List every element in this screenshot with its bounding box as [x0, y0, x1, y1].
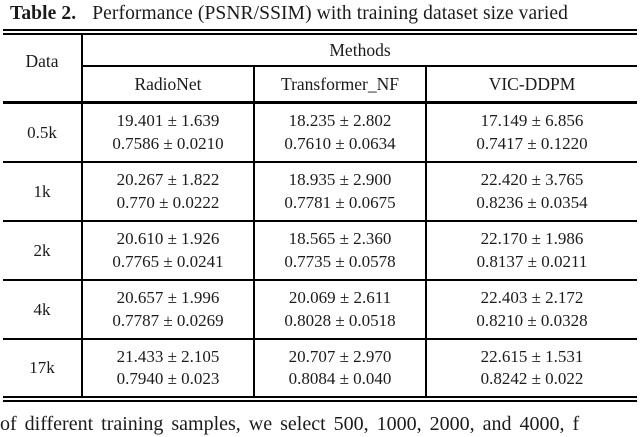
ssim-value: 0.7781 ± 0.0675	[284, 192, 396, 212]
row-label: 0.5k	[27, 122, 57, 142]
table-caption-number: Table 2.	[10, 3, 77, 24]
table-row-1k: 1k 20.267 ± 1.822 0.770 ± 0.0222 18.935 …	[3, 163, 637, 222]
cell-vic-ddpm: 22.403 ± 2.172 0.8210 ± 0.0328	[425, 281, 637, 338]
psnr-value: 18.935 ± 2.900	[288, 170, 392, 189]
ssim-value: 0.8242 ± 0.022	[480, 369, 584, 388]
psnr-value: 21.433 ± 2.105	[116, 346, 220, 366]
header-body-rule	[3, 101, 637, 104]
psnr-value: 20.610 ± 1.926	[116, 229, 220, 248]
cell-vic-ddpm: 17.149 ± 6.856 0.7417 ± 0.1220	[425, 104, 637, 161]
psnr-value: 22.615 ± 1.531	[480, 346, 584, 366]
ssim-value: 0.8028 ± 0.0518	[284, 310, 396, 330]
cell-vic-ddpm: 22.615 ± 1.531 0.8242 ± 0.022	[425, 340, 637, 396]
column-header-transformer-nf: Transformer_NF	[253, 67, 425, 101]
cell-radionet: 20.610 ± 1.926 0.7765 ± 0.0241	[81, 222, 253, 279]
psnr-value: 20.069 ± 2.611	[288, 288, 392, 307]
table-row-0.5k: 0.5k 19.401 ± 1.639 0.7586 ± 0.0210 18.2…	[3, 104, 637, 163]
psnr-value: 18.565 ± 2.360	[288, 229, 392, 248]
cell-transformer-nf: 18.235 ± 2.802 0.7610 ± 0.0634	[253, 104, 425, 161]
table-header: Data Methods RadioNet Transformer_NF VIC…	[3, 35, 637, 101]
table-row-17k: 17k 21.433 ± 2.105 0.7940 ± 0.023 20.707…	[3, 340, 637, 396]
methods-header-group: Methods RadioNet Transformer_NF VIC-DDPM	[81, 35, 637, 101]
ssim-value: 0.7610 ± 0.0634	[284, 133, 396, 153]
row-label: 1k	[33, 181, 51, 201]
table-caption: Table 2. Performance (PSNR/SSIM) with tra…	[10, 3, 638, 25]
cell-radionet: 21.433 ± 2.105 0.7940 ± 0.023	[81, 340, 253, 396]
results-table: Data Methods RadioNet Transformer_NF VIC…	[3, 29, 637, 402]
cell-transformer-nf: 20.707 ± 2.970 0.8084 ± 0.040	[253, 340, 425, 396]
row-label: 2k	[33, 240, 51, 260]
column-header-methods: Methods	[83, 35, 637, 67]
column-header-data: Data	[25, 50, 59, 71]
psnr-value: 22.403 ± 2.172	[480, 288, 584, 307]
psnr-value: 20.707 ± 2.970	[288, 346, 392, 366]
psnr-value: 18.235 ± 2.802	[288, 111, 392, 130]
table-top-rule	[3, 29, 637, 35]
psnr-value: 22.170 ± 1.986	[480, 229, 584, 248]
column-header-vic-ddpm: VIC-DDPM	[425, 67, 637, 101]
ssim-value: 0.8137 ± 0.0211	[476, 251, 588, 271]
cell-radionet: 20.267 ± 1.822 0.770 ± 0.0222	[81, 163, 253, 220]
table-row-2k: 2k 20.610 ± 1.926 0.7765 ± 0.0241 18.565…	[3, 222, 637, 281]
psnr-value: 22.420 ± 3.765	[480, 170, 584, 189]
ssim-value: 0.7586 ± 0.0210	[112, 133, 224, 153]
ssim-value: 0.8084 ± 0.040	[288, 369, 392, 388]
ssim-value: 0.8236 ± 0.0354	[476, 192, 588, 212]
row-label: 4k	[33, 299, 51, 319]
cell-transformer-nf: 18.565 ± 2.360 0.7735 ± 0.0578	[253, 222, 425, 279]
cell-vic-ddpm: 22.170 ± 1.986 0.8137 ± 0.0211	[425, 222, 637, 279]
psnr-value: 19.401 ± 1.639	[116, 111, 220, 130]
cell-transformer-nf: 20.069 ± 2.611 0.8028 ± 0.0518	[253, 281, 425, 338]
ssim-value: 0.7765 ± 0.0241	[112, 251, 224, 271]
cell-radionet: 20.657 ± 1.996 0.7787 ± 0.0269	[81, 281, 253, 338]
psnr-value: 20.657 ± 1.996	[116, 288, 220, 307]
psnr-value: 20.267 ± 1.822	[116, 170, 220, 189]
table-bottom-rule	[3, 396, 637, 402]
ssim-value: 0.8210 ± 0.0328	[476, 310, 588, 330]
ssim-value: 0.7417 ± 0.1220	[476, 133, 588, 153]
row-label: 17k	[29, 358, 55, 377]
method-columns-header-row: RadioNet Transformer_NF VIC-DDPM	[83, 67, 637, 101]
table-row-4k: 4k 20.657 ± 1.996 0.7787 ± 0.0269 20.069…	[3, 281, 637, 340]
psnr-value: 17.149 ± 6.856	[480, 111, 584, 130]
ssim-value: 0.7735 ± 0.0578	[284, 251, 396, 271]
cell-vic-ddpm: 22.420 ± 3.765 0.8236 ± 0.0354	[425, 163, 637, 220]
ssim-value: 0.7940 ± 0.023	[116, 369, 220, 388]
column-header-radionet: RadioNet	[134, 73, 202, 94]
table-caption-text: Performance (PSNR/SSIM) with training da…	[92, 3, 568, 24]
ssim-value: 0.770 ± 0.0222	[116, 192, 220, 212]
body-text-fragment: of different training samples, we select…	[0, 413, 580, 435]
cell-transformer-nf: 18.935 ± 2.900 0.7781 ± 0.0675	[253, 163, 425, 220]
cell-radionet: 19.401 ± 1.639 0.7586 ± 0.0210	[81, 104, 253, 161]
ssim-value: 0.7787 ± 0.0269	[112, 310, 224, 330]
